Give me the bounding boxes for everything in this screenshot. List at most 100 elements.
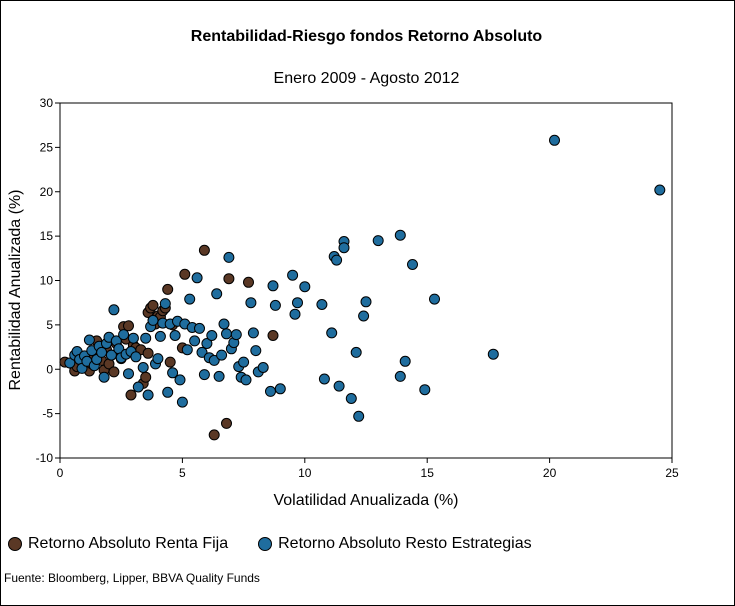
data-point [137,362,149,373]
data-point [164,356,176,368]
data-point [316,299,328,310]
data-point [292,297,303,309]
data-point [243,276,254,288]
data-point [162,283,174,295]
data-point [394,370,406,382]
data-point [174,374,186,386]
data-point [154,330,166,342]
data-point [372,235,384,247]
data-point [353,410,365,422]
y-tick-label: 20 [40,185,54,199]
data-point [176,396,188,408]
data-point [221,417,232,429]
legend-marker-resto-estrategias [258,537,273,551]
data-point [318,373,330,385]
data-point [123,320,134,332]
plot-area [59,102,673,459]
y-tick-label: -10 [36,451,54,465]
data-point [267,280,279,292]
data-point [213,370,225,382]
data-point [130,351,142,363]
data-point [159,298,171,310]
legend-marker-renta-fija [8,537,22,551]
data-point [98,371,110,383]
x-tick-label: 15 [421,466,435,480]
y-tick-label: 0 [46,362,53,376]
data-point [181,344,193,356]
y-tick-label: 15 [40,229,54,243]
data-point [221,328,232,340]
data-point [218,318,230,330]
data-point [269,299,281,311]
data-point [654,184,666,196]
data-point [230,329,242,341]
data-point [208,429,220,441]
data-point [360,296,372,308]
data-point [96,346,108,358]
data-point [142,389,154,401]
data-point [223,251,235,263]
data-point [257,362,269,373]
data-point [338,242,350,254]
legend: Retorno Absoluto Renta Fija Retorno Abso… [8,535,562,553]
data-point [265,385,276,397]
data-point [162,386,174,398]
y-tick-label: 25 [40,140,54,154]
y-tick-label: 10 [40,274,54,288]
data-point [211,288,223,300]
data-point [108,304,120,316]
data-point [399,355,411,367]
data-point [167,367,179,379]
x-tick-label: 20 [543,466,557,480]
data-point [419,384,431,396]
data-point [287,269,299,281]
y-axis: -10 -5 0 5 10 15 20 25 30 [36,96,60,465]
y-tick-label: -5 [42,407,53,421]
data-point [267,330,279,341]
legend-label-renta-fija: Retorno Absoluto Renta Fija [28,535,229,552]
series-1 [64,134,666,422]
data-point [240,374,252,386]
data-point [247,327,259,339]
data-point [191,272,203,284]
legend-label-resto-estrategias: Retorno Absoluto Resto Estrategias [278,535,532,552]
data-point [189,335,201,347]
x-tick-label: 5 [179,466,186,480]
data-point [196,346,208,358]
data-point [345,393,357,404]
data-point [245,297,257,309]
y-tick-label: 30 [40,96,54,110]
data-point [147,314,159,326]
data-point [326,327,338,339]
data-point [331,254,343,266]
data-point [198,244,210,256]
data-point [64,357,76,369]
data-point [179,268,191,280]
y-axis-label: Rentabilidad Anualizada (%) [7,189,24,390]
data-point [184,293,196,305]
data-point [152,353,164,365]
data-point [549,134,560,146]
data-point [407,259,418,270]
data-point [201,338,213,349]
data-point [169,330,181,341]
data-point [118,329,130,341]
data-point [299,281,311,293]
x-axis-label: Volatilidad Anualizada (%) [273,492,458,509]
data-point [250,345,262,357]
data-point [394,229,406,241]
chart-subtitle: Enero 2009 - Agosto 2012 [273,70,460,87]
data-point [127,332,139,344]
data-point [194,322,205,334]
data-point [123,368,134,380]
data-point [83,334,95,346]
x-tick-label: 0 [57,466,64,480]
x-tick-label: 10 [298,466,312,480]
data-point [274,383,286,395]
data-point [289,308,301,320]
data-point [198,369,210,381]
data-point [358,310,370,322]
source-note: Fuente: Bloomberg, Lipper, BBVA Quality … [4,571,260,585]
y-tick-label: 5 [46,318,53,332]
